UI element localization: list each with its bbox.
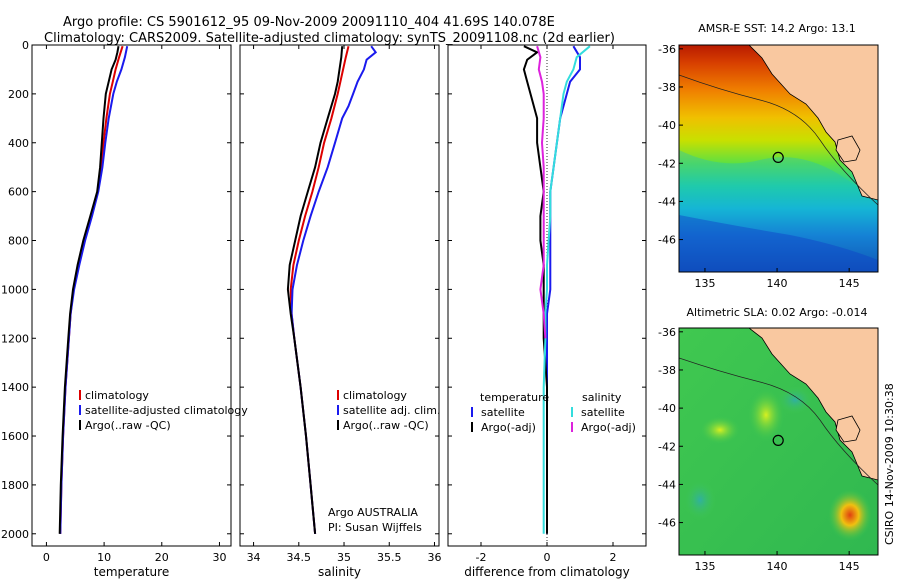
map-y-tick-label: -36	[658, 326, 676, 339]
x-tick-label: 35	[337, 551, 351, 564]
series-line	[289, 45, 350, 534]
legend-label: satellite adj. clim.	[343, 404, 440, 417]
x-tick-label: 0	[544, 551, 551, 564]
salinity-profile-frame	[239, 44, 440, 547]
map-y-tick-label: -42	[658, 440, 676, 453]
difference-from-climatology-xlabel: difference from climatology	[464, 565, 630, 579]
series-line	[542, 45, 591, 534]
map-x-tick-label: 140	[767, 277, 788, 290]
legend-label: satellite	[581, 406, 625, 419]
annotation-text: PI: Susan Wijffels	[328, 521, 422, 534]
sla-map-frame	[678, 327, 879, 556]
sla-low-anomaly-2	[684, 480, 716, 520]
x-tick-label: 34	[247, 551, 261, 564]
y-tick-label: 600	[8, 186, 29, 199]
temperature-panel: 0 200 400 600 800 1000 1200 1400 1600 1800 2000 0 10…	[1, 39, 248, 579]
temperature-profile-xlabel: temperature	[94, 565, 169, 579]
legend-title: temperature	[480, 391, 549, 404]
series-line	[536, 45, 547, 339]
x-tick-label: 2	[610, 551, 617, 564]
map-x-tick-label: 145	[839, 277, 860, 290]
legend-label: climatology	[85, 389, 149, 402]
salinity-panel: 34 34.5 35 35.5 36 salinity climatology satelli…	[239, 44, 441, 579]
map-y-tick-label: -40	[658, 119, 676, 132]
header-line-2: Climatology: CARS2009. Satellite-adjuste…	[44, 31, 615, 46]
salinity-profile-xlabel: salinity	[318, 565, 361, 579]
map-y-tick-label: -36	[658, 43, 676, 56]
map-y-tick-label: -44	[658, 195, 676, 208]
map-y-tick-label: -40	[658, 402, 676, 415]
credit-text: CSIRO 14-Nov-2009 10:30:38	[883, 383, 896, 545]
sla-map-title: Altimetric SLA: 0.02 Argo: -0.014	[687, 306, 868, 319]
series-line	[546, 45, 581, 534]
sla-high-anomaly	[748, 389, 784, 441]
series-line	[59, 45, 129, 534]
y-tick-label: 1000	[1, 283, 29, 296]
series-line	[290, 45, 378, 534]
sla-map-panel: Altimetric SLA: 0.02 Argo: -0.014 135 140…	[658, 306, 879, 573]
y-tick-label: 800	[8, 235, 29, 248]
temperature-profile-frame	[31, 44, 232, 547]
y-tick-label: 0	[22, 39, 29, 52]
map-x-tick-label: 135	[694, 560, 715, 573]
sla-map-ticks: 135 140 145 -36 -38 -40 -42 -44 -46	[658, 326, 860, 573]
x-tick-label: 30	[212, 551, 226, 564]
sst-cool-tongue	[679, 150, 878, 272]
sla-island	[835, 415, 861, 443]
header-line-1: Argo profile: CS 5901612_95 09-Nov-2009 …	[63, 15, 555, 30]
sst-map-frame	[678, 44, 879, 273]
x-tick-label: 0	[43, 551, 50, 564]
series-line	[59, 45, 124, 534]
y-tick-label: 1600	[1, 430, 29, 443]
sst-map-title: AMSR-E SST: 14.2 Argo: 13.1	[698, 22, 856, 35]
y-tick-label: 2000	[1, 528, 29, 541]
map-x-tick-label: 135	[694, 277, 715, 290]
series-line	[522, 45, 548, 534]
series-line	[286, 46, 344, 534]
map-y-tick-label: -46	[658, 517, 676, 530]
y-tick-label: 1200	[1, 332, 29, 345]
sst-map-ticks: 135 140 145 -36 -38 -40 -42 -44 -46	[658, 43, 860, 290]
map-y-tick-label: -38	[658, 81, 676, 94]
map-y-tick-label: -46	[658, 234, 676, 247]
sst-map-panel: AMSR-E SST: 14.2 Argo: 13.1 135 140 145 -36…	[658, 22, 879, 290]
legend-label: Argo(-adj)	[481, 421, 536, 434]
sla-argo-marker	[772, 434, 784, 446]
y-tick-label: 200	[8, 88, 29, 101]
legend-title: salinity	[582, 391, 622, 404]
legend-label: Argo(-adj)	[581, 421, 636, 434]
x-tick-label: 20	[155, 551, 169, 564]
y-tick-label: 400	[8, 137, 29, 150]
sst-deep-cool	[679, 215, 878, 272]
legend-label: satellite-adjusted climatology	[85, 404, 248, 417]
map-y-tick-label: -42	[658, 157, 676, 170]
map-y-tick-label: -44	[658, 478, 676, 491]
sst-island	[835, 135, 861, 163]
map-y-tick-label: -38	[658, 364, 676, 377]
legend-label: climatology	[343, 389, 407, 402]
legend-label: Argo(..raw -QC)	[85, 419, 171, 432]
sla-hot-anomaly	[828, 489, 872, 541]
x-tick-label: 35.5	[377, 551, 402, 564]
x-tick-label: 10	[97, 551, 111, 564]
x-tick-label: -2	[476, 551, 487, 564]
annotation-text: Argo AUSTRALIA	[328, 506, 418, 519]
sst-argo-marker	[772, 151, 784, 163]
sst-bathymetry-line	[679, 74, 878, 206]
legend-label: satellite	[481, 406, 525, 419]
map-x-tick-label: 140	[767, 560, 788, 573]
series-line	[58, 46, 120, 534]
sla-low-anomaly	[777, 386, 813, 414]
map-x-tick-label: 145	[839, 560, 860, 573]
sla-high-anomaly-2	[700, 416, 740, 444]
y-tick-label: 1400	[1, 381, 29, 394]
y-tick-label: 1800	[1, 479, 29, 492]
legend-label: Argo(..raw -QC)	[343, 419, 429, 432]
sla-bathymetry-line	[679, 357, 878, 486]
x-tick-label: 36	[427, 551, 441, 564]
x-tick-label: 34.5	[287, 551, 312, 564]
